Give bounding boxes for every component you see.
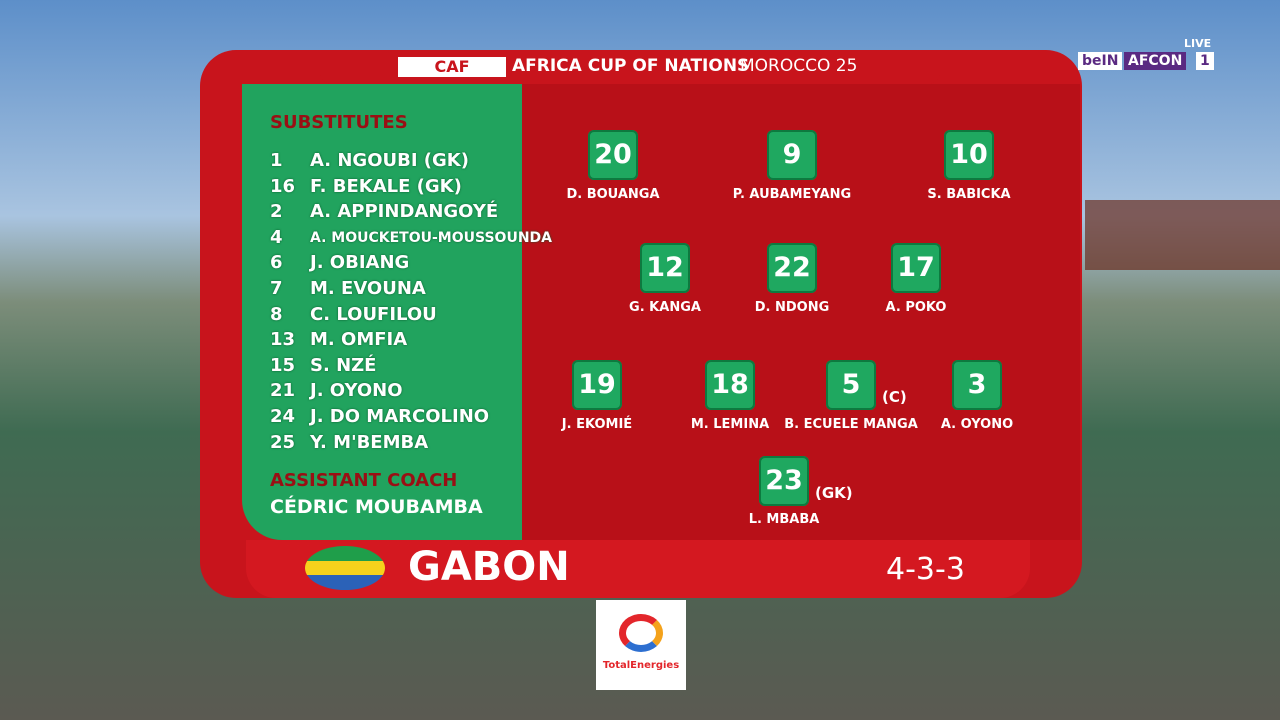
player-number: 23 bbox=[759, 456, 809, 506]
live-label: LIVE bbox=[1184, 37, 1212, 50]
player-number: 18 bbox=[705, 360, 755, 410]
player-number: 12 bbox=[640, 243, 690, 293]
sub-number: 6 bbox=[270, 252, 283, 274]
player-name: G. KANGA bbox=[629, 300, 701, 315]
sub-name: C. LOUFILOU bbox=[310, 303, 437, 325]
player-name: L. MBABA bbox=[748, 512, 820, 527]
substitutes-title: SUBSTITUTES bbox=[270, 112, 408, 133]
sub-number: 1 bbox=[270, 150, 283, 171]
player-name: A. OYONO bbox=[940, 417, 1014, 432]
player-number: 22 bbox=[767, 243, 817, 293]
sub-name: J. OYONO bbox=[310, 380, 403, 402]
sub-number: 15 bbox=[270, 354, 296, 376]
team-name: GABON bbox=[408, 544, 570, 590]
sub-name: J. OBIANG bbox=[310, 252, 410, 274]
sub-number: 4 bbox=[270, 226, 283, 248]
sponsor-name: TotalEnergies bbox=[602, 660, 680, 671]
org-logo: CAF bbox=[398, 57, 506, 77]
player-number: 20 bbox=[588, 130, 638, 180]
player-tag: (C) bbox=[882, 388, 907, 406]
sub-name: F. BEKALE (GK) bbox=[310, 175, 462, 197]
player-name: B. ECUELE MANGA bbox=[784, 417, 918, 432]
channel-number: 1 bbox=[1196, 52, 1214, 70]
sub-name: S. NZÉ bbox=[310, 354, 377, 376]
player-number: 5 bbox=[826, 360, 876, 410]
player-name: P. AUBAMEYANG bbox=[732, 187, 852, 202]
player-name: S. BABICKA bbox=[927, 187, 1011, 202]
sub-number: 21 bbox=[270, 380, 296, 402]
sponsor-logo: TotalEnergies bbox=[596, 600, 686, 690]
sub-number: 13 bbox=[270, 329, 296, 351]
player-name: J. EKOMIÉ bbox=[561, 417, 633, 432]
sub-number: 25 bbox=[270, 431, 296, 453]
player-number: 10 bbox=[944, 130, 994, 180]
player-name: D. NDONG bbox=[754, 300, 830, 315]
player-number: 3 bbox=[952, 360, 1002, 410]
sub-name: J. DO MARCOLINO bbox=[310, 406, 490, 427]
player-tag: (GK) bbox=[815, 484, 853, 502]
sub-number: 7 bbox=[270, 278, 283, 299]
sub-number: 2 bbox=[270, 201, 283, 223]
stadium-roof bbox=[1085, 200, 1280, 270]
coach-title: ASSISTANT COACH bbox=[270, 470, 458, 491]
sub-number: 8 bbox=[270, 303, 283, 325]
sub-name: M. OMFIA bbox=[310, 329, 408, 351]
sub-name: A. APPINDANGOYÉ bbox=[310, 201, 499, 223]
formation: 4-3-3 bbox=[886, 552, 965, 587]
sub-number: 24 bbox=[270, 406, 296, 427]
header-host: MOROCCO 25 bbox=[740, 56, 858, 76]
channel-logo: beIN bbox=[1078, 52, 1123, 70]
team-flag bbox=[305, 546, 385, 590]
player-number: 19 bbox=[572, 360, 622, 410]
player-number: 9 bbox=[767, 130, 817, 180]
player-name: D. BOUANGA bbox=[566, 187, 660, 202]
sub-name: A. MOUCKETOU-MOUSSOUNDA bbox=[310, 229, 552, 246]
sub-number: 16 bbox=[270, 175, 296, 197]
sub-name: M. EVOUNA bbox=[310, 278, 426, 299]
player-name: M. LEMINA bbox=[690, 417, 770, 432]
coach-name: CÉDRIC MOUBAMBA bbox=[270, 496, 483, 518]
channel-feed: AFCON bbox=[1124, 52, 1187, 70]
player-name: A. POKO bbox=[885, 300, 947, 315]
header-title: AFRICA CUP OF NATIONS bbox=[512, 56, 750, 76]
substitutes-panel bbox=[242, 84, 522, 540]
sub-name: Y. M'BEMBA bbox=[310, 431, 429, 453]
sub-name: A. NGOUBI (GK) bbox=[310, 150, 469, 171]
player-number: 17 bbox=[891, 243, 941, 293]
